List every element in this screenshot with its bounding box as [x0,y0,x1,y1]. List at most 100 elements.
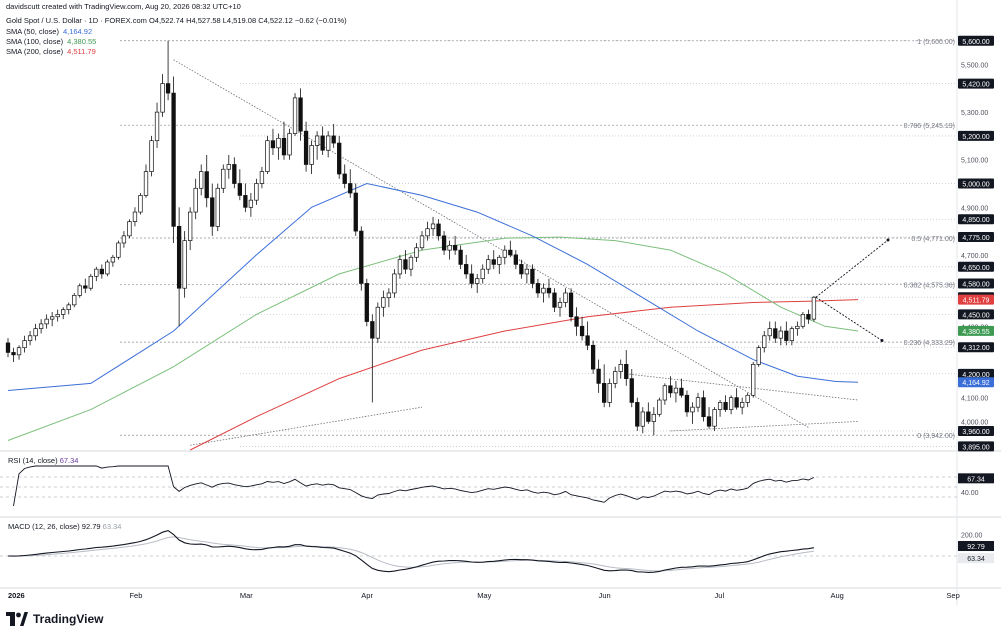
rsi-legend[interactable]: RSI (14, close) 67.34 [8,456,78,465]
candle [728,397,734,410]
price-badge [958,425,994,436]
candle [590,344,596,370]
candle [149,140,154,172]
fib-level-label: 0 (3,942.00) [917,433,955,440]
candle [94,268,99,277]
candle [204,171,209,199]
candle [121,235,127,244]
candle [546,287,552,294]
fib-level-label: 0.236 (4,333.29) [904,340,955,347]
candle [436,223,441,237]
macd-label: MACD (12, 26, close) [8,522,80,531]
candle [530,268,535,284]
candle [132,211,138,222]
projection-arrow-up [815,239,889,298]
candle [497,256,502,265]
price-badge [958,178,994,189]
candle [464,264,469,275]
candle [579,325,585,337]
candle [193,187,198,213]
price-badge [958,130,994,141]
macd-value: 92.79 [81,522,101,531]
candle [618,363,623,372]
candle [287,133,292,156]
sma100-legend[interactable]: SMA (100, close) 4,380.55 [6,37,96,47]
x-tick-label: Mar [240,591,253,600]
tradingview-logo-icon [6,612,28,626]
candle [375,306,380,339]
candle [248,199,254,208]
candle [270,140,276,149]
candle [265,140,270,172]
candle [370,321,375,339]
candle [403,259,408,270]
candle [182,240,187,289]
y-tick-label: 4,000.00 [961,419,988,426]
candle [563,292,568,303]
candle [419,235,425,249]
candle [773,328,778,339]
sma200-legend[interactable]: SMA (200, close) 4,511.79 [6,47,96,57]
macd-tick-label: 200.00 [961,532,983,539]
sma50-legend[interactable]: SMA (50, close) 4,164.92 [6,27,92,37]
candle [684,394,690,413]
price-badge [958,325,994,336]
candle [22,340,27,349]
candle [408,256,414,270]
price-badge [958,35,994,46]
candle [215,187,220,227]
price-badge [958,261,994,272]
candle [11,352,16,356]
macd-badge-label: 92.79 [967,544,985,551]
candle [392,273,397,294]
candle [602,383,607,403]
candle [441,235,447,251]
candle [348,183,353,194]
candle [165,83,171,94]
price-badge-label: 4,312.00 [962,345,989,352]
candle [596,368,601,384]
macd-legend[interactable]: MACD (12, 26, close) 92.79 63.34 [8,522,121,531]
candle [303,130,309,165]
candle [651,413,656,422]
candle [811,296,817,320]
candle [629,378,634,403]
candle [712,409,717,427]
candle [44,318,49,325]
candle [381,297,386,308]
x-tick-label: Jul [715,591,725,600]
candle [734,397,739,408]
candle [607,383,612,403]
downtrend-line [173,59,809,428]
price-badge-label: 4,580.00 [962,281,989,288]
candle [762,335,767,349]
candle [740,402,745,408]
candle [66,304,71,310]
candle [795,325,800,330]
fib-level-label: 0.5 (4,771.00) [911,236,955,243]
candle [701,397,706,418]
x-tick-label: Aug [830,591,843,600]
candle [568,292,574,318]
x-tick-label: Jun [599,591,611,600]
fib-level-label: 0.786 (5,245.19) [904,123,955,130]
candle [127,221,132,237]
candle [116,242,121,258]
candle [50,316,55,320]
price-badge [958,441,994,452]
candle [55,314,60,318]
candle [397,259,403,275]
candle [38,323,44,330]
price-badge-label: 4,164.92 [962,380,989,387]
candle [254,183,259,201]
candle [110,256,116,263]
sma200-value: 4,511.79 [67,47,96,56]
candle [259,171,265,184]
y-tick-label: 5,500.00 [961,63,988,70]
tradingview-brand[interactable]: TradingView [6,612,103,626]
candle [800,314,806,327]
candle [745,394,750,403]
projection-arrow-down-head [880,339,884,343]
